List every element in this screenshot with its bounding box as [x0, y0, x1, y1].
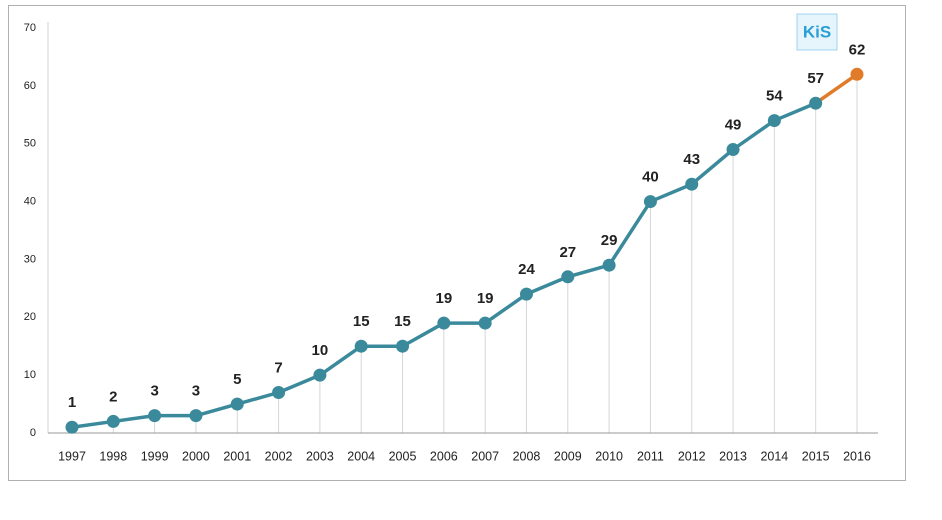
data-label: 5: [233, 371, 241, 388]
x-tick-label: 2009: [554, 449, 582, 463]
x-tick-label: 2011: [637, 449, 664, 463]
x-tick-label: 2002: [265, 449, 293, 463]
x-tick-label: 2010: [595, 449, 623, 463]
y-tick-label: 40: [24, 195, 36, 207]
data-point: [519, 287, 533, 301]
logo: KiS: [796, 13, 838, 51]
data-point: [189, 409, 203, 423]
x-tick-label: 2015: [802, 449, 830, 463]
data-point: [478, 316, 492, 330]
x-tick-label: 2013: [719, 449, 747, 463]
y-tick-label: 60: [24, 80, 36, 92]
data-point: [643, 195, 657, 209]
x-tick-label: 2008: [513, 449, 541, 463]
data-point: [65, 420, 79, 434]
logo-box: [796, 13, 838, 51]
data-point: [230, 397, 244, 411]
data-label: 19: [477, 290, 494, 307]
x-tick-label: 1999: [141, 449, 169, 463]
y-tick-label: 50: [24, 138, 36, 150]
data-label: 57: [807, 70, 824, 87]
data-label: 29: [601, 232, 618, 249]
logo-text: KiS: [803, 22, 831, 41]
data-label: 49: [725, 116, 742, 133]
x-tick-label: 2005: [389, 449, 417, 463]
x-tick-label: 1997: [58, 449, 86, 463]
x-tick-label: 2004: [347, 449, 375, 463]
data-point: [106, 414, 120, 428]
data-point: [313, 368, 327, 382]
x-tick-label: 2000: [182, 449, 210, 463]
data-point: [767, 114, 781, 128]
data-label: 19: [435, 290, 452, 307]
x-tick-label: 2003: [306, 449, 334, 463]
data-point: [561, 270, 575, 284]
data-point: [396, 339, 410, 353]
data-label: 3: [150, 383, 158, 400]
y-tick-label: 20: [24, 311, 36, 323]
data-label: 10: [312, 342, 329, 359]
data-point: [685, 177, 699, 191]
data-point: [850, 67, 864, 81]
data-label: 62: [849, 41, 866, 58]
data-label: 54: [766, 88, 783, 105]
data-label: 40: [642, 169, 659, 186]
data-label: 1: [68, 394, 76, 411]
x-tick-label: 2001: [223, 449, 251, 463]
data-label: 15: [353, 313, 370, 330]
chart-frame: [8, 5, 906, 481]
x-tick-label: 2007: [471, 449, 499, 463]
data-label: 24: [518, 261, 535, 278]
data-point: [602, 258, 616, 272]
data-label: 3: [192, 383, 200, 400]
data-label: 7: [274, 359, 282, 376]
data-label: 27: [559, 244, 576, 261]
y-tick-label: 0: [30, 427, 36, 439]
last-segment: [813, 72, 859, 105]
data-point: [809, 96, 823, 110]
x-tick-label: 2016: [843, 449, 871, 463]
y-tick-label: 70: [24, 22, 36, 34]
data-point: [272, 386, 286, 399]
data-point: [437, 316, 451, 330]
x-tick-label: 2012: [678, 449, 706, 463]
data-label: 15: [394, 313, 411, 330]
data-point: [148, 409, 162, 423]
y-tick-label: 10: [24, 369, 36, 381]
x-tick-label: 2006: [430, 449, 458, 463]
data-point: [726, 143, 740, 156]
data-point: [354, 339, 368, 353]
data-label: 2: [109, 388, 117, 405]
x-tick-label: 1998: [99, 449, 127, 463]
x-tick-label: 2014: [760, 449, 788, 463]
data-label: 43: [683, 151, 700, 168]
y-tick-label: 30: [24, 253, 36, 265]
